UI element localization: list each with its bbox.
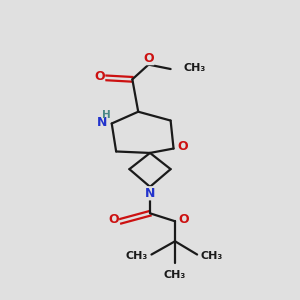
Text: O: O xyxy=(143,52,154,64)
Text: CH₃: CH₃ xyxy=(201,251,223,261)
Text: H: H xyxy=(102,110,111,120)
Text: CH₃: CH₃ xyxy=(126,251,148,261)
Text: O: O xyxy=(94,70,105,83)
Text: O: O xyxy=(108,213,119,226)
Text: CH₃: CH₃ xyxy=(184,63,206,73)
Text: CH₃: CH₃ xyxy=(164,269,186,280)
Text: O: O xyxy=(177,140,188,153)
Text: N: N xyxy=(97,116,107,128)
Text: O: O xyxy=(178,213,189,226)
Text: N: N xyxy=(145,187,155,200)
